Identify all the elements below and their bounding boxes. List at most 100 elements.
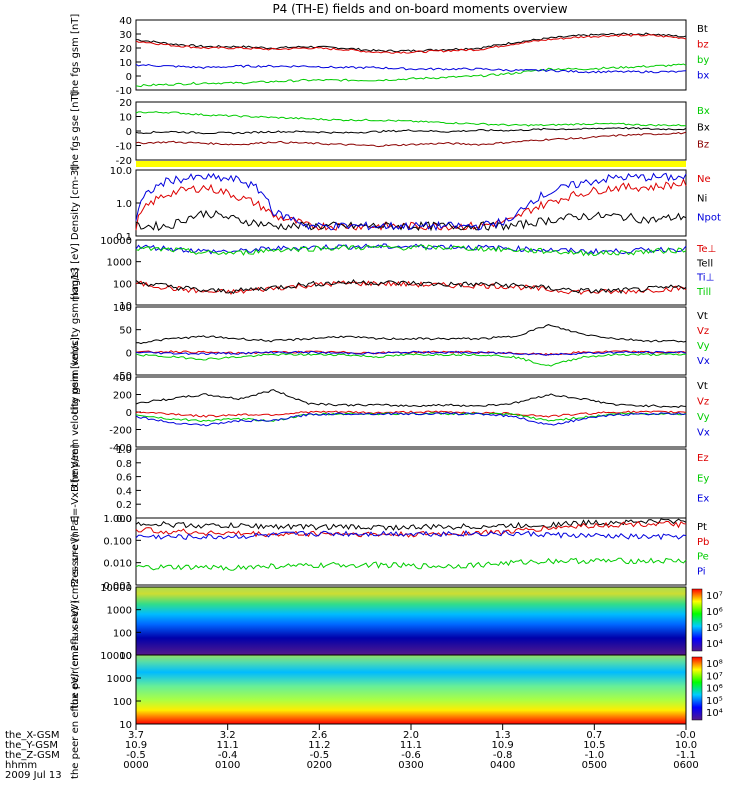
colorbar-tick: 10⁷: [706, 591, 723, 602]
series-line-Till: [135, 244, 687, 257]
footer-value: 0200: [307, 760, 332, 771]
colorbar-tick: 10⁴: [706, 708, 723, 719]
panel-fgs: 40 30 20 10 0 -10 the fgs gsm [nT] Bt bz by bx: [70, 14, 709, 97]
series-line-bx: [135, 63, 687, 74]
footer-value: -0.4: [218, 750, 238, 761]
footer-value: 0400: [490, 760, 515, 771]
footer-group: the_X-GSM 3.7 3.2 2.6 2.0 1.3 0.7 -0.0 the_Y-GSM…: [5, 724, 699, 781]
legend-Pt: Pt: [697, 522, 707, 533]
y-tick-label: 400: [113, 373, 132, 384]
y-tick-label: 100: [113, 628, 132, 639]
colorbar-tick: 10⁶: [706, 684, 723, 695]
legend-by: by: [697, 55, 709, 66]
series-line-Bz: [135, 131, 687, 148]
panel-frame: [135, 19, 687, 91]
y-axis-label: mag13 [eV]: [70, 243, 81, 302]
series-line-Vt: [135, 389, 687, 408]
spectrogram-peir: [136, 587, 686, 655]
series-line-Pt: [135, 518, 687, 531]
legend-Ey: Ey: [697, 473, 709, 484]
y-tick-label: 20: [119, 98, 132, 109]
series-line-Tell: [135, 279, 687, 295]
panel-efield: 1.0 0.8 0.6 0.4 0.2 0.0 E=-VxB [mV/m] Ez Ey Ex: [70, 444, 709, 525]
y-axis-label: the fgs gsm [nT]: [70, 14, 81, 97]
legend-bx: bx: [697, 71, 709, 82]
y-tick-label: 0: [126, 408, 132, 419]
legend-Te⊥: Te⊥: [696, 244, 716, 255]
footer-value: 10.9: [125, 740, 147, 751]
y-tick-label: 0.010: [103, 559, 132, 570]
y-axis-label: the peem velocity gsm [km/s]: [70, 337, 81, 487]
legend-Vx: Vx: [697, 428, 710, 439]
y-tick-label: -20: [116, 156, 132, 167]
y-tick-label: 0: [126, 72, 132, 83]
y-axis-label: the peir en eflux eV/ (cm2-s- sr-eV): [70, 533, 81, 709]
legend-Vy: Vy: [697, 341, 710, 352]
footer-value: 0000: [123, 760, 148, 771]
footer-value: 0300: [398, 760, 423, 771]
y-tick-label: -400: [109, 443, 132, 454]
y-tick-label: 10: [119, 113, 132, 124]
colorbar-peir: [691, 588, 703, 652]
y-axis-label: the peer en eflux eV/ (cm2-s- sr-eV): [70, 600, 81, 779]
colorbar-tick: 10⁷: [706, 671, 723, 682]
panel-frame: [135, 239, 687, 306]
legend-Npot: Npot: [697, 213, 721, 224]
series-line-Bx: [135, 126, 687, 135]
legend-Pe: Pe: [697, 552, 709, 563]
legend-Vt: Vt: [697, 311, 708, 322]
footer-row-label: hhmm: [5, 760, 37, 771]
footer-value: -0.5: [126, 750, 146, 761]
colorbar-tick: 10⁸: [706, 659, 723, 670]
series-line-Ti⊥: [135, 243, 687, 255]
y-tick-label: -50: [116, 371, 132, 382]
colorbar-tick: 10⁵: [706, 623, 723, 634]
y-tick-label: 0.8: [116, 459, 132, 470]
footer-value: 11.1: [400, 740, 422, 751]
legend-Tell: Tell: [696, 258, 713, 269]
y-tick-label: 10000: [100, 583, 132, 594]
panel-pressure: 1.000 0.100 0.010 0.001 Pressure [nPa] Pt Pb Pe…: [70, 514, 709, 592]
series-line-Vy: [135, 353, 687, 367]
y-tick-label: 0.2: [116, 500, 132, 511]
y-tick-label: 0.4: [116, 486, 132, 497]
legend-Till: Till: [696, 287, 711, 298]
legend-Vt: Vt: [697, 381, 708, 392]
colorbar-peer: [691, 656, 703, 721]
footer-value: 2.6: [311, 730, 327, 741]
footer-value: 11.1: [217, 740, 239, 751]
legend-Bz: Bz: [697, 139, 709, 150]
series-line-Vz: [135, 350, 687, 356]
series-line-Vt: [135, 324, 687, 345]
series-line-Vx: [135, 412, 687, 427]
footer-value: 0500: [582, 760, 607, 771]
y-tick-label: 10: [119, 651, 132, 662]
footer-value: 0.7: [586, 730, 602, 741]
series-line-bz: [135, 33, 687, 54]
footer-row-label: the_Z-GSM: [5, 750, 60, 761]
y-tick-label: 0: [126, 348, 132, 359]
legend-Vx: Vx: [697, 356, 710, 367]
series-line-Pe: [135, 557, 687, 571]
footer-value: -1.0: [585, 750, 605, 761]
y-tick-label: 0.6: [116, 473, 132, 484]
footer-value: -0.5: [310, 750, 330, 761]
colorbar-tick: 10⁵: [706, 696, 723, 707]
series-line-Vy: [135, 412, 687, 423]
legend-Ne: Ne: [697, 174, 711, 185]
panel-density: 10.0 1.0 0.1 Density [cm-3] Ne Ni Npot: [70, 166, 721, 243]
y-tick-label: 40: [119, 16, 132, 27]
legend-Bx: Bx: [697, 106, 710, 117]
y-tick-label: 10.0: [110, 166, 132, 177]
series-line-Npot: [135, 172, 687, 232]
y-axis-label: Pressure [nPa]: [70, 516, 81, 588]
y-tick-label: -10: [116, 86, 132, 97]
footer-row-label: the_X-GSM: [5, 730, 59, 741]
y-tick-label: 1000: [107, 606, 132, 617]
footer-value: 10.9: [492, 740, 514, 751]
legend-Pi: Pi: [697, 566, 706, 577]
footer-row-label: the_Y-GSM: [5, 740, 58, 751]
series-line-Ni: [135, 209, 687, 232]
y-axis-label: the fgs gse [nT]: [70, 91, 81, 170]
